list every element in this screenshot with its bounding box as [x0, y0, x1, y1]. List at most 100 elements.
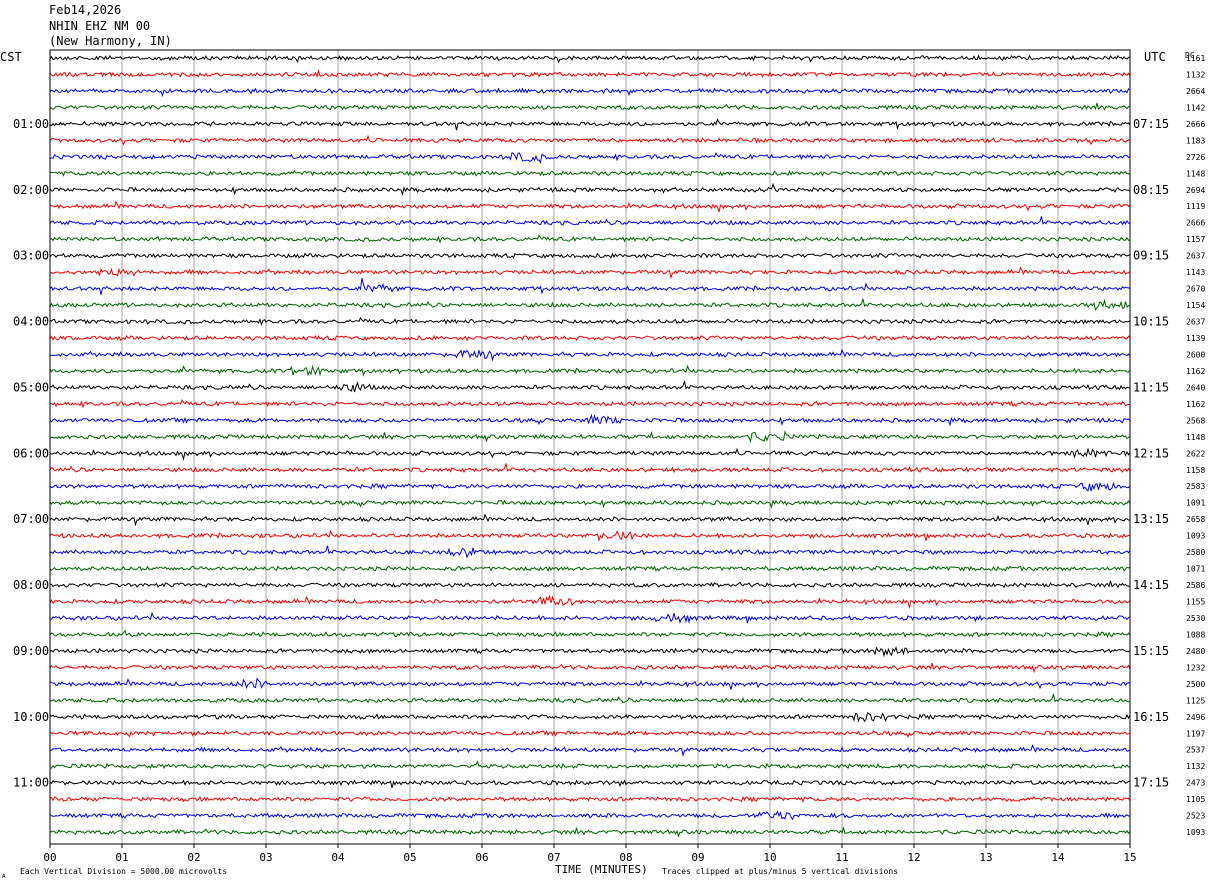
dc-offset-label: 1071 [1186, 565, 1205, 574]
trace-line [49, 298, 1131, 312]
x-tick-label: 10 [763, 851, 776, 864]
trace-line [49, 565, 1131, 572]
dc-offset-label: 2664 [1186, 87, 1205, 96]
trace-line [49, 744, 1131, 757]
left-hour-label: 10:00 [13, 710, 49, 724]
left-hour-label: 11:00 [13, 776, 49, 790]
dc-offset-label: 1155 [1186, 598, 1205, 607]
right-timezone-label: UTC [1144, 50, 1166, 64]
trace-line [49, 580, 1131, 589]
x-tick-label: 14 [1051, 851, 1065, 864]
x-tick-label: 04 [331, 851, 345, 864]
left-hour-label: 06:00 [13, 446, 49, 460]
dc-offset-label: 1139 [1186, 334, 1205, 343]
trace-line [49, 629, 1131, 638]
trace-line [49, 151, 1131, 165]
trace-line [49, 364, 1131, 377]
trace-line [49, 779, 1130, 788]
corner-mark: A [2, 873, 6, 880]
dc-offset-label: 2530 [1186, 614, 1205, 623]
left-hour-label: 09:00 [13, 644, 49, 658]
dc-offset-label: 2473 [1186, 779, 1205, 788]
trace-line [49, 316, 1131, 327]
trace-line [49, 334, 1131, 342]
dc-offset-label: 1088 [1186, 630, 1205, 639]
trace-line [49, 677, 1131, 690]
dc-offset-label: 1148 [1186, 433, 1205, 442]
dc-offset-label: 1157 [1186, 235, 1205, 244]
dc-offset-label: 1125 [1186, 696, 1205, 705]
dc-offset-label: 1093 [1186, 828, 1205, 837]
trace-line [49, 711, 1131, 723]
left-hour-label: 05:00 [13, 380, 49, 394]
trace-line [49, 266, 1131, 280]
right-hour-label: 15:15 [1133, 644, 1169, 658]
x-axis-label: TIME (MINUTES) [555, 863, 648, 876]
x-tick-label: 11 [835, 851, 848, 864]
left-hour-label: 01:00 [13, 117, 49, 131]
right-hour-label: 12:15 [1133, 446, 1169, 460]
trace-line [49, 430, 1131, 444]
trace-line [49, 234, 1130, 244]
trace-line [49, 182, 1131, 196]
left-hour-label: 03:00 [13, 249, 49, 263]
x-tick-label: 07 [547, 851, 560, 864]
left-hour-label: 04:00 [13, 315, 49, 329]
right-hour-label: 11:15 [1133, 380, 1169, 394]
trace-line [49, 68, 1131, 78]
trace-line [49, 134, 1131, 146]
x-tick-label: 03 [259, 851, 272, 864]
dc-offset-label: 1158 [1186, 466, 1205, 475]
dc-offset-label: 1142 [1186, 103, 1205, 112]
right-hour-label: 07:15 [1133, 117, 1169, 131]
x-tick-label: 01 [115, 851, 128, 864]
trace-line [49, 529, 1130, 542]
dc-offset-label: 1132 [1186, 762, 1205, 771]
trace-line [49, 277, 1131, 295]
right-hour-label: 17:15 [1133, 776, 1169, 790]
dc-offset-label: 2523 [1186, 812, 1205, 821]
x-tick-label: 05 [403, 851, 416, 864]
right-hour-label: 08:15 [1133, 183, 1169, 197]
trace-line [49, 399, 1131, 409]
trace-line [49, 200, 1131, 213]
trace-line [49, 447, 1131, 461]
x-tick-label: 08 [619, 851, 632, 864]
dc-offset-label: 2694 [1186, 186, 1205, 195]
right-hour-label: 10:15 [1133, 315, 1169, 329]
dc-offset-label: 2622 [1186, 449, 1205, 458]
header-date: Feb14,2026 [49, 3, 122, 17]
dc-offset-label: 1105 [1186, 795, 1205, 804]
left-timezone-label: CST [0, 50, 22, 64]
dc-offset-label: 1154 [1186, 301, 1205, 310]
dc-offset-label: 2568 [1186, 416, 1205, 425]
trace-line [49, 216, 1131, 226]
dc-offset-label: 1148 [1186, 169, 1205, 178]
dc-offset-label: 1091 [1186, 499, 1205, 508]
left-hour-label: 08:00 [13, 578, 49, 592]
trace-line [49, 513, 1131, 527]
dc-offset-label: 2496 [1186, 713, 1205, 722]
dc-offset-label: 2583 [1186, 482, 1205, 491]
trace-line [49, 611, 1131, 624]
dc-offset-label: 2537 [1186, 746, 1205, 755]
left-hour-label: 02:00 [13, 183, 49, 197]
dc-offset-label: 1162 [1186, 400, 1205, 409]
right-hour-label: 13:15 [1133, 512, 1169, 526]
x-tick-label: 02 [187, 851, 200, 864]
trace-line [49, 102, 1131, 111]
trace-line [49, 693, 1131, 704]
dc-offset-label: 1232 [1186, 663, 1205, 672]
x-tick-label: 00 [43, 851, 56, 864]
trace-line [49, 729, 1131, 738]
header-station: NHIN EHZ NM 00 [49, 19, 151, 33]
trace-line [49, 545, 1131, 559]
x-tick-label: 06 [475, 851, 488, 864]
x-tick-label: 12 [907, 851, 920, 864]
trace-line [49, 170, 1131, 177]
dc-offset-label: 2637 [1186, 252, 1205, 261]
dc-offset-label: 2726 [1186, 153, 1205, 162]
trace-line [49, 826, 1131, 838]
dc-offset-label: 2640 [1186, 383, 1205, 392]
dc-offset-label: 1197 [1186, 729, 1205, 738]
